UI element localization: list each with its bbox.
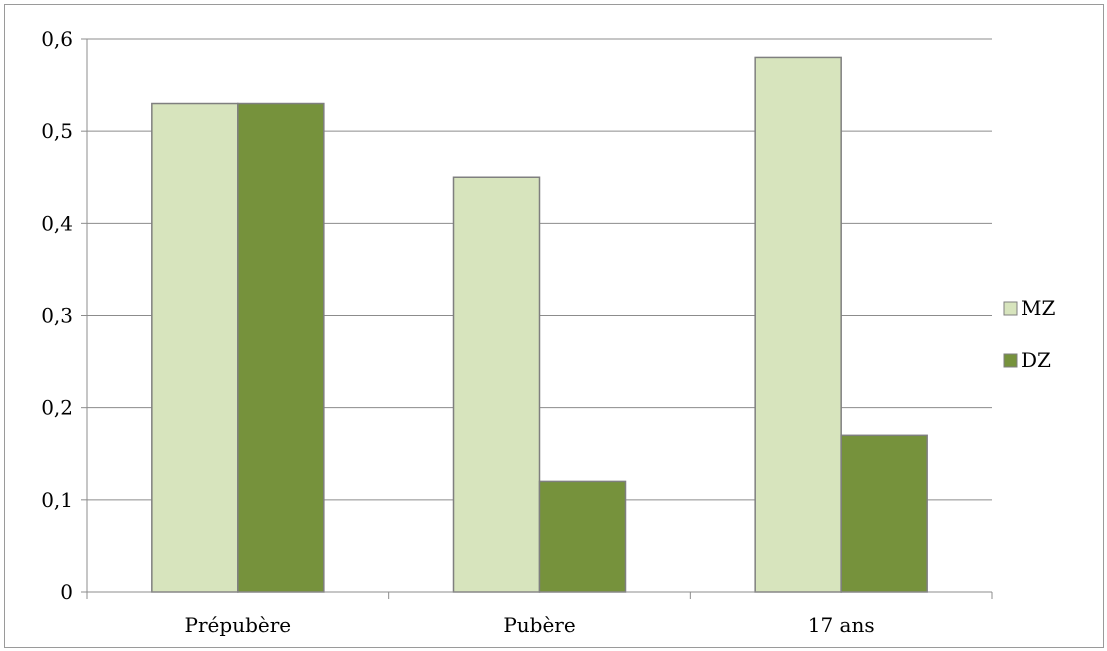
bars	[151, 56, 928, 593]
legend-swatch-mz	[1003, 301, 1018, 316]
y-tick-label-0: 0	[60, 580, 73, 604]
bar-dz-1	[538, 480, 627, 593]
y-tick-label-3: 0,3	[41, 304, 73, 328]
bar-mz-1	[452, 176, 541, 593]
legend: MZ DZ	[1003, 296, 1055, 372]
y-tick-label-1: 0,1	[41, 488, 73, 512]
legend-label-mz: MZ	[1021, 296, 1055, 320]
y-tick-label-6: 0,6	[41, 27, 73, 51]
bar-dz-0	[237, 102, 325, 593]
axes	[81, 38, 993, 599]
x-category-label-1: Pubère	[503, 613, 575, 637]
legend-swatch-dz	[1003, 353, 1018, 368]
y-tick-label-2: 0,2	[41, 396, 73, 420]
labels: 0 0,1 0,2 0,3 0,4 0,5 0,6 Prépubère Pubère 17 ans	[41, 27, 874, 637]
y-tick-label-4: 0,4	[41, 211, 73, 235]
bar-mz-0	[151, 102, 239, 593]
bar-dz-2	[840, 434, 928, 593]
x-category-label-2: 17 ans	[808, 613, 875, 637]
legend-label-dz: DZ	[1021, 348, 1051, 372]
y-tick-label-5: 0,5	[41, 119, 73, 143]
bar-mz-2	[754, 56, 842, 593]
x-category-label-0: Prépubère	[185, 613, 292, 637]
